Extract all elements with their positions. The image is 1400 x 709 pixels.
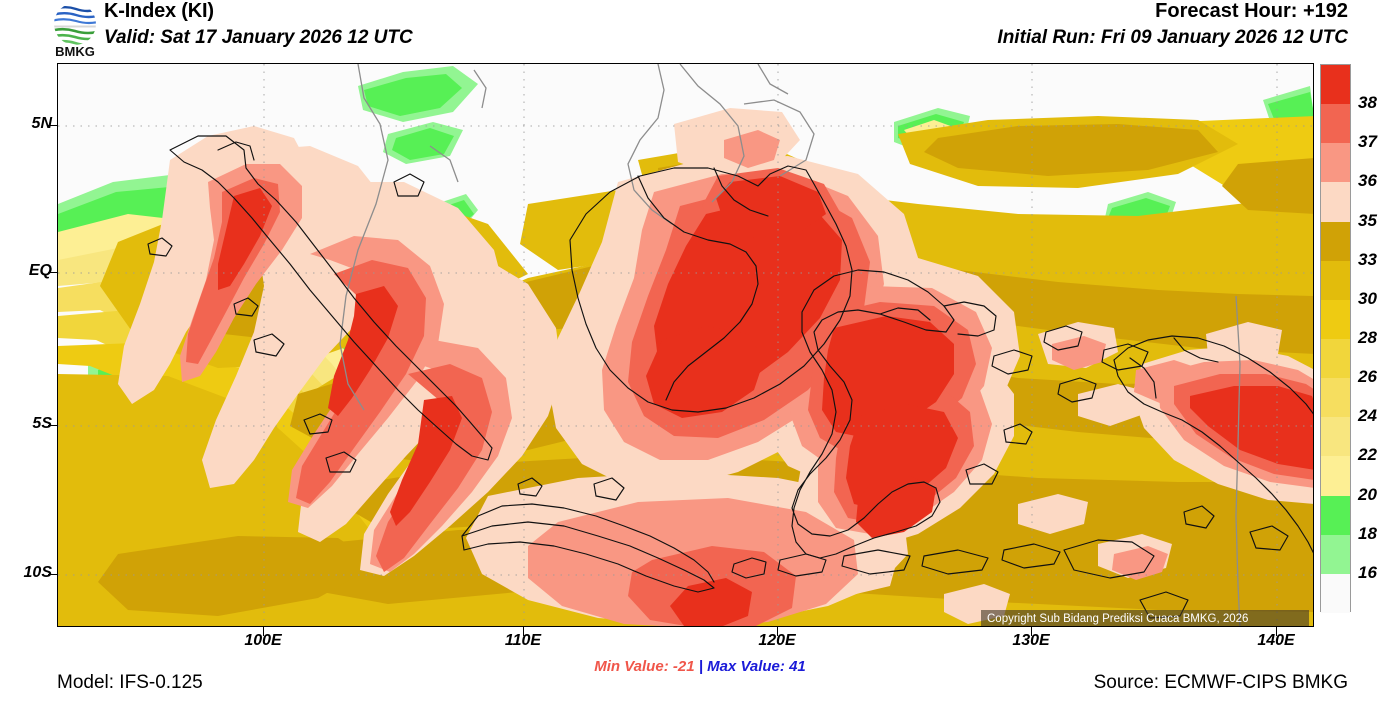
lon-tick-mark [263, 627, 264, 636]
source-label: Source: ECMWF-CIPS BMKG [1093, 672, 1348, 693]
colorbar-tick-label: 28 [1358, 328, 1377, 347]
min-max-separator: | [698, 658, 703, 675]
lat-tick-label: 5S [32, 415, 52, 432]
lat-tick-mark [48, 125, 57, 126]
header-left: K-Index (KI) Valid: Sat 17 January 2026 … [104, 1, 413, 47]
colorbar-band [1321, 573, 1350, 613]
colorbar-band [1321, 104, 1350, 144]
lat-tick-mark [48, 425, 57, 426]
page-title: K-Index (KI) [104, 0, 214, 22]
copyright-watermark: Copyright Sub Bidang Prediksi Cuaca BMKG… [981, 610, 1309, 626]
lon-tick-label: 130E [1012, 632, 1050, 649]
colorbar-band [1321, 378, 1350, 418]
lat-tick-mark [48, 574, 57, 575]
colorbar-tick-label: 26 [1358, 367, 1377, 387]
forecast-hour-label: Forecast Hour: +192 [1155, 0, 1348, 22]
lon-tick-label: 110E [504, 632, 542, 649]
colorbar-tick-label: 16 [1358, 562, 1377, 582]
colorbar-band [1321, 456, 1350, 496]
colorbar-tick-label: 20 [1358, 484, 1377, 504]
colorbar-band [1321, 182, 1350, 222]
lat-tick-label: 10S [23, 564, 52, 581]
min-max-values: Min Value: -21 | Max Value: 41 [0, 658, 1400, 675]
colorbar-band [1321, 495, 1350, 535]
min-value-label: Min Value: -21 [594, 658, 695, 675]
lon-tick-label: 100E [244, 632, 282, 649]
lat-tick-mark [48, 272, 57, 273]
colorbar-tick-label: 38 [1358, 93, 1377, 113]
colorbar-band [1321, 260, 1350, 300]
coastlines [147, 135, 1313, 619]
lat-tick-label: EQ [28, 262, 52, 279]
lon-tick-label: 140E [1257, 632, 1295, 649]
colorbar-band [1321, 65, 1350, 105]
lon-tick-label: 120E [758, 632, 796, 649]
valid-time-label: Valid: Sat 17 January 2026 12 UTC [104, 27, 413, 48]
map-plot-area[interactable]: Copyright Sub Bidang Prediksi Cuaca BMKG… [57, 63, 1314, 627]
colorbar-band [1321, 221, 1350, 261]
lon-tick-mark [777, 627, 778, 636]
band-38-plus [218, 176, 1313, 626]
colorbar[interactable] [1320, 64, 1351, 613]
colorbar-tick-label: 24 [1358, 406, 1377, 426]
colorbar-tick-label: 22 [1358, 445, 1377, 465]
foreign-borders [339, 64, 1241, 626]
colorbar-band [1321, 338, 1350, 379]
colorbar-tick-label: 30 [1358, 288, 1377, 308]
max-value-label: Max Value: 41 [707, 658, 806, 675]
colorbar-tick-label: 18 [1358, 523, 1377, 543]
bmkg-logo: BMKG [44, 2, 106, 59]
initial-run-label: Initial Run: Fri 09 January 2026 12 UTC [997, 27, 1348, 48]
colorbar-tick-label: 33 [1358, 249, 1377, 269]
lon-tick-mark [523, 627, 524, 636]
colorbar-tick-label: 36 [1358, 171, 1377, 191]
lat-tick-label: 5N [31, 115, 52, 132]
kindex-field [58, 64, 1313, 626]
colorbar-tick-label: 37 [1358, 132, 1377, 152]
colorbar-band [1321, 417, 1350, 457]
header-right: Forecast Hour: +192 Initial Run: Fri 09 … [997, 1, 1348, 47]
lon-tick-mark [1276, 627, 1277, 636]
colorbar-band [1321, 143, 1350, 183]
lon-tick-mark [1031, 627, 1032, 636]
colorbar-band [1321, 534, 1350, 574]
model-label: Model: IFS-0.125 [57, 672, 203, 693]
colorbar-tick-label: 35 [1358, 210, 1377, 230]
colorbar-band [1321, 299, 1350, 339]
bmkg-logo-text: BMKG [55, 44, 95, 58]
